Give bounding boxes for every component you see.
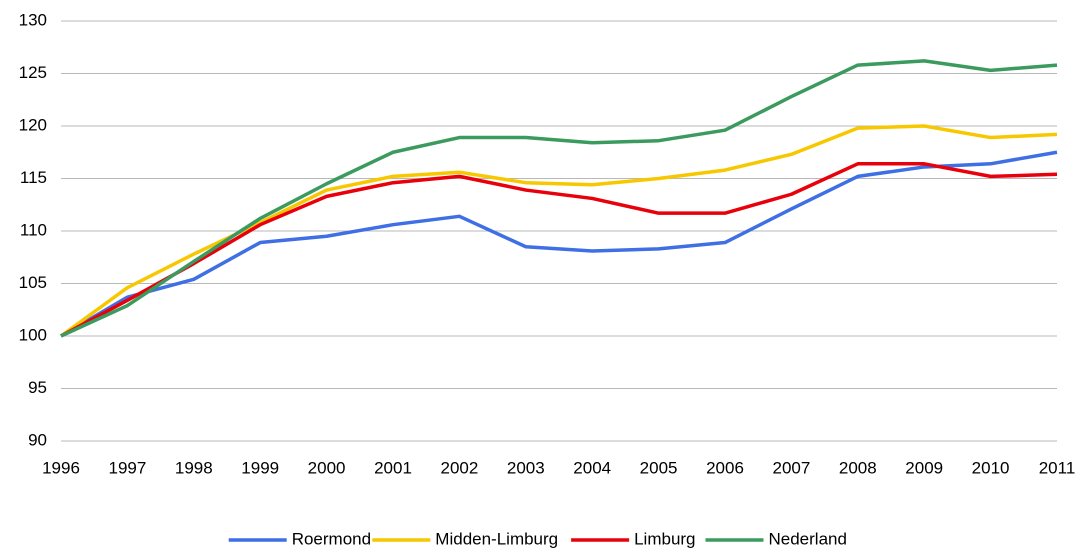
series-line <box>60 59 1058 338</box>
x-tick-label: 1998 <box>175 458 213 477</box>
legend-label: Roermond <box>292 529 371 548</box>
x-tick-label: 2006 <box>706 458 744 477</box>
x-tick-label: 2002 <box>440 458 478 477</box>
x-tick-label: 2010 <box>972 458 1010 477</box>
y-tick-label: 110 <box>20 220 47 239</box>
y-tick-label: 90 <box>28 430 47 449</box>
series-line <box>60 162 1058 338</box>
x-tick-label: 2000 <box>308 458 346 477</box>
x-tick-label: 1996 <box>42 458 80 477</box>
x-tick-label: 2001 <box>374 458 412 477</box>
x-tick-label: 2011 <box>1039 458 1076 477</box>
legend-label: Limburg <box>634 529 695 548</box>
series-line <box>60 150 1058 338</box>
x-tick-label: 2005 <box>640 458 678 477</box>
x-tick-label: 1997 <box>108 458 146 477</box>
y-tick-label: 115 <box>20 168 47 187</box>
x-tick-label: 2008 <box>839 458 877 477</box>
x-tick-label: 1999 <box>241 458 279 477</box>
y-tick-label: 125 <box>19 63 47 82</box>
x-tick-label: 2007 <box>772 458 810 477</box>
legend-label: Midden-Limburg <box>435 529 558 548</box>
x-tick-label: 2009 <box>905 458 943 477</box>
y-tick-label: 130 <box>19 10 47 29</box>
y-tick-label: 95 <box>28 378 47 397</box>
x-tick-label: 2003 <box>507 458 545 477</box>
x-tick-label: 2004 <box>573 458 611 477</box>
y-tick-label: 100 <box>19 325 47 344</box>
legend-label: Nederland <box>769 529 847 548</box>
y-tick-label: 105 <box>19 273 47 292</box>
y-tick-label: 120 <box>19 115 47 134</box>
